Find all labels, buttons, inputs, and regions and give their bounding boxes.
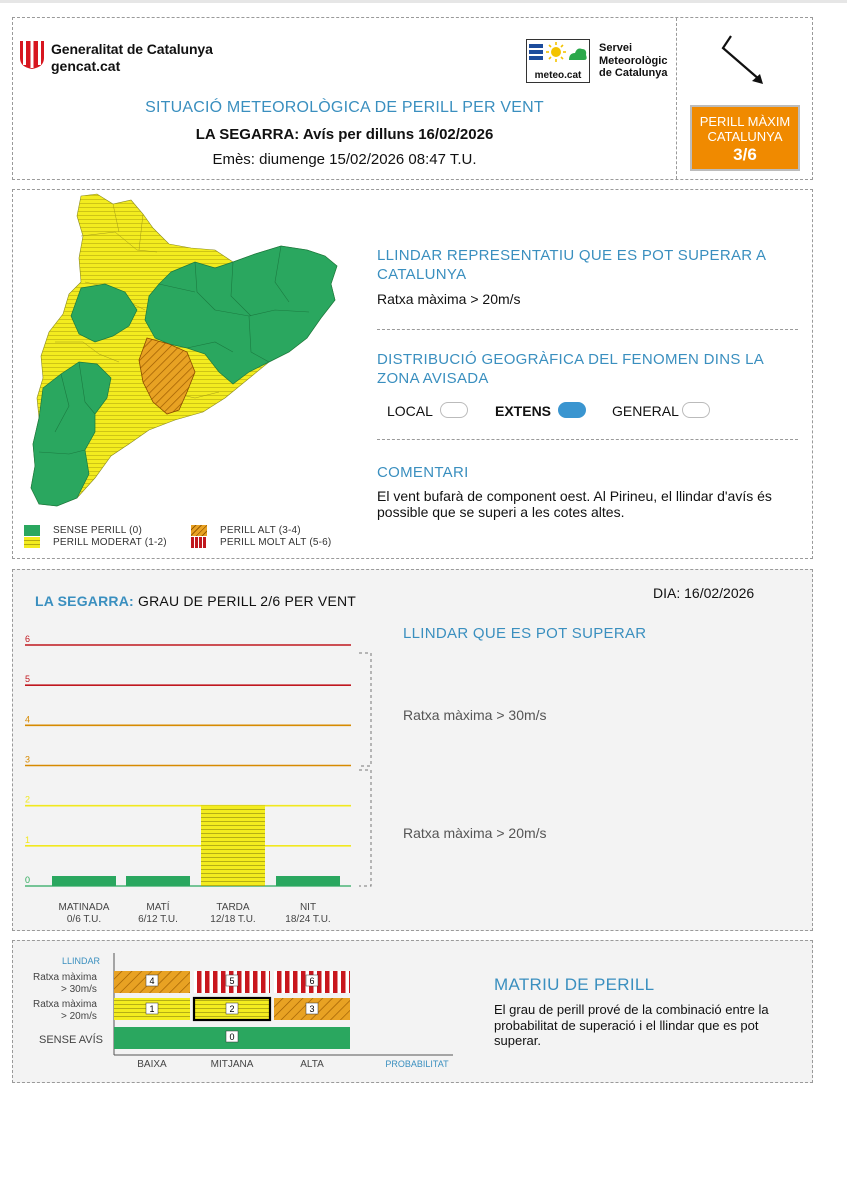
service-name-line2: Meteorològic [599, 54, 668, 67]
header-divider [676, 18, 677, 179]
toggle-general [682, 402, 710, 418]
max-danger-badge: PERILL MÀXIM CATALUNYA 3/6 [690, 105, 800, 171]
toggle-extens [558, 402, 586, 418]
zone-warning: LA SEGARRA: Avís per dilluns 16/02/2026 [195, 126, 494, 143]
graph-threshold-title: LLINDAR QUE ES POT SUPERAR [403, 625, 647, 642]
risk-matrix-panel: LLINDAR Ratxa màxima > 30m/s Ratxa màxim… [12, 940, 813, 1083]
matrix-cell-label: 1 [149, 1004, 154, 1014]
map-panel: SENSE PERILL (0) PERILL MODERAT (1-2) PE… [12, 189, 813, 559]
legend-swatch-very-high [191, 537, 207, 548]
legend-label-none: SENSE PERILL (0) [53, 525, 142, 536]
legend-label-moderate: PERILL MODERAT (1-2) [53, 537, 167, 548]
gov-name: Generalitat de Catalunya [51, 41, 213, 57]
map-region-none-west [70, 283, 138, 343]
matrix-cell-label: 3 [309, 1004, 314, 1014]
x-category-sublabel: 6/12 T.U. [138, 914, 178, 925]
service-name-line1: Servei [599, 42, 633, 54]
wind-direction-arrow-icon [721, 35, 763, 84]
x-category-label: MATÍ [146, 900, 169, 913]
matrix-col-baixa: BAIXA [137, 1059, 167, 1070]
x-category-label: MATINADA [59, 902, 110, 913]
service-name-line3: de Catalunya [599, 67, 668, 79]
comment-title: COMENTARI [377, 464, 469, 481]
risk-matrix-chart: LLINDAR Ratxa màxima > 30m/s Ratxa màxim… [33, 953, 453, 1070]
matrix-row-low-2: > 20m/s [61, 1011, 97, 1022]
catalonia-danger-map [30, 193, 338, 507]
x-category-label: TARDA [216, 902, 249, 913]
bar-matinada [52, 876, 116, 886]
service-name: Servei Meteorològic de Catalunya [599, 42, 689, 80]
matrix-cell-label: 0 [229, 1032, 234, 1042]
y-tick-label: 4 [25, 714, 30, 724]
matrix-col-mitjana: MITJANA [211, 1059, 254, 1070]
y-tick-label: 1 [25, 835, 30, 845]
matrix-cell-label: 5 [229, 976, 234, 986]
bar-matí [126, 876, 190, 886]
distribution-option-local: LOCAL [387, 403, 433, 419]
gencat-logo-icon [20, 41, 44, 69]
top-border [0, 0, 847, 3]
matrix-row-high-2: > 30m/s [61, 984, 97, 995]
legend-label-high: PERILL ALT (3-4) [220, 525, 301, 536]
threshold-bracket [359, 652, 372, 887]
graph-title-text: GRAU DE PERILL 2/6 PER VENT [138, 593, 357, 609]
toggle-local [440, 402, 468, 418]
header-panel: Generalitat de Catalunya gencat.cat mete… [12, 17, 813, 180]
matrix-axis-label: LLINDAR [62, 956, 101, 966]
y-tick-label: 6 [25, 634, 30, 644]
y-tick-label: 0 [25, 875, 30, 885]
graph-zone: LA SEGARRA: [35, 593, 134, 609]
y-tick-label: 2 [25, 795, 30, 805]
matrix-text: El grau de perill prové de la combinació… [494, 1002, 769, 1048]
gov-url: gencat.cat [51, 58, 121, 74]
bar-nit [276, 876, 340, 886]
separator [377, 439, 798, 440]
distribution-option-extens: EXTENS [495, 403, 552, 419]
distribution-title: DISTRIBUCIÓ GEOGRÀFICA DEL FENOMEN DINS … [377, 351, 764, 387]
graph-date: DIA: 16/02/2026 [653, 585, 755, 601]
issued-date: Emès: diumenge 15/02/2026 08:47 T.U. [212, 151, 477, 168]
legend-label-very-high: PERILL MOLT ALT (5-6) [220, 537, 332, 548]
matrix-prob-label: PROBABILITAT [385, 1059, 449, 1069]
threshold-value: Ratxa màxima > 20m/s [377, 291, 521, 307]
map-region-none-northeast [144, 245, 338, 385]
danger-graph-panel: LA SEGARRA: GRAU DE PERILL 2/6 PER VENT … [12, 569, 813, 931]
y-tick-label: 3 [25, 755, 30, 765]
distribution-option-general: GENERAL [612, 403, 679, 419]
graph-title: LA SEGARRA: GRAU DE PERILL 2/6 PER VENT [35, 593, 356, 609]
max-danger-label1: PERILL MÀXIM [699, 114, 791, 129]
y-tick-label: 5 [25, 674, 30, 684]
legend-swatch-moderate [24, 537, 40, 548]
map-region-none-southwest [30, 361, 112, 507]
x-category-sublabel: 18/24 T.U. [285, 914, 330, 925]
graph-threshold-low: Ratxa màxima > 20m/s [403, 825, 547, 841]
matrix-cell-label: 4 [149, 976, 154, 986]
matrix-row-low-1: Ratxa màxima [33, 999, 97, 1010]
x-category-label: NIT [300, 902, 316, 913]
matrix-row-high-1: Ratxa màxima [33, 972, 97, 983]
threshold-title: LLINDAR REPRESENTATIU QUE ES POT SUPERAR… [377, 247, 766, 283]
max-danger-label2: CATALUNYA [707, 129, 783, 144]
legend-swatch-high [191, 525, 207, 536]
meteocat-label: meteo.cat [534, 70, 582, 81]
graph-threshold-high: Ratxa màxima > 30m/s [403, 707, 547, 723]
matrix-cell-label: 2 [229, 1004, 234, 1014]
legend-swatch-none [24, 525, 40, 536]
x-category-sublabel: 12/18 T.U. [210, 914, 255, 925]
matrix-row-none: SENSE AVÍS [39, 1033, 103, 1046]
meteocat-icon [529, 42, 587, 62]
max-danger-value: 3/6 [733, 145, 757, 164]
page-title: SITUACIÓ METEOROLÒGICA DE PERILL PER VEN… [145, 99, 544, 116]
comment-text: El vent bufarà de component oest. Al Pir… [377, 488, 772, 520]
matrix-title: MATRIU DE PERILL [494, 975, 655, 994]
map-region-high-segarra [138, 337, 196, 415]
matrix-col-alta: ALTA [300, 1059, 324, 1070]
bar-tarda [201, 805, 265, 886]
separator [377, 329, 798, 330]
x-category-sublabel: 0/6 T.U. [67, 914, 101, 925]
meteocat-logo: meteo.cat [526, 39, 590, 83]
matrix-cell-label: 6 [309, 976, 314, 986]
